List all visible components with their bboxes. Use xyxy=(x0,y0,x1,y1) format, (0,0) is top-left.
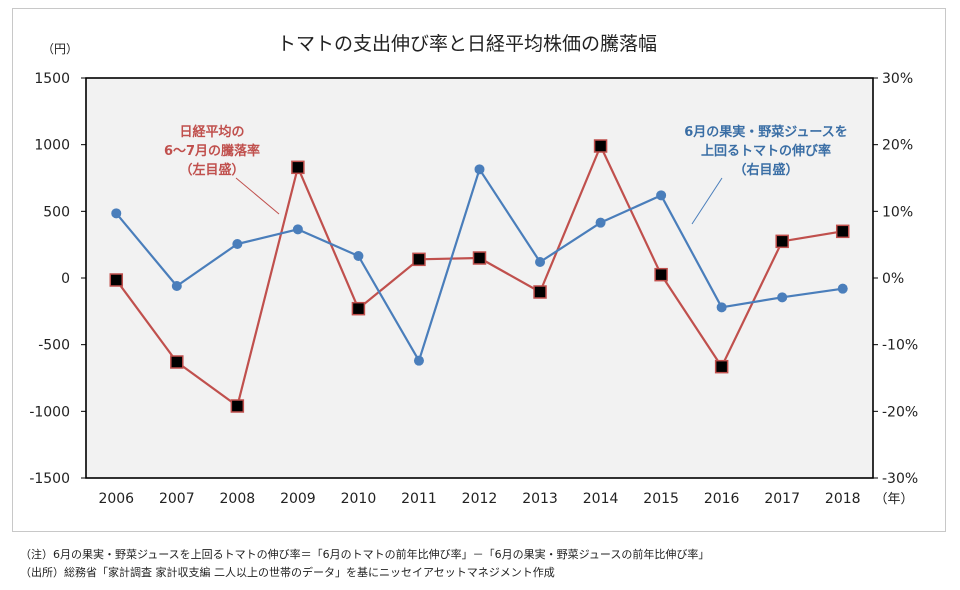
x-axis-tick-label: 2015 xyxy=(643,491,679,507)
x-axis-tick-label: 2018 xyxy=(825,491,861,507)
footnote-source: （出所）総務省「家計調査 家計収支編 二人以上の世帯のデータ」を基にニッセイアセ… xyxy=(20,566,555,579)
tomato-data-point xyxy=(171,281,182,291)
tomato-data-point xyxy=(474,164,485,175)
tomato-data-point xyxy=(837,283,848,294)
x-axis-tick-label: 2016 xyxy=(704,491,740,507)
right-axis-tick-label: -10% xyxy=(882,338,918,354)
tomato-data-point xyxy=(777,292,788,303)
x-axis-tick-label: 2009 xyxy=(280,491,316,507)
tomato-data-point xyxy=(111,208,122,219)
right-axis-tick-label: 30% xyxy=(882,71,913,87)
tomato-data-point xyxy=(292,224,303,235)
x-axis-tick-label: 2007 xyxy=(159,491,195,507)
line-chart: トマトの支出伸び率と日経平均株価の騰落幅 （円） 1500 1000 500 0 -50… xyxy=(29,33,918,507)
red-series-leader-line xyxy=(235,177,280,215)
red-series-label-line3: （左目盛） xyxy=(179,162,244,178)
x-axis-unit: （年） xyxy=(874,492,913,507)
blue-series-label-line2: 上回るトマトの伸び率 xyxy=(701,143,831,159)
left-axis-tick-label: -500 xyxy=(38,338,70,354)
nikkei-data-point xyxy=(170,355,184,369)
nikkei-data-point xyxy=(230,399,245,413)
right-axis-tick-label: 0% xyxy=(882,271,904,287)
plot-area xyxy=(85,77,874,479)
tomato-data-point xyxy=(413,355,424,366)
nikkei-data-point xyxy=(654,267,668,282)
tomato-data-point xyxy=(232,239,243,249)
x-axis-tick-label: 2014 xyxy=(583,491,619,507)
left-axis-tick-label: 1500 xyxy=(34,71,70,87)
blue-series-leader-line xyxy=(691,177,723,225)
nikkei-data-point xyxy=(714,359,729,374)
blue-series-label-line3: （右目盛） xyxy=(733,162,798,178)
nikkei-data-point xyxy=(835,224,850,239)
tomato-data-point xyxy=(535,257,546,267)
nikkei-data-point xyxy=(109,273,124,287)
left-axis-tick-label: 0 xyxy=(61,271,70,287)
x-axis-tick-label: 2017 xyxy=(764,491,800,507)
right-axis-tick-label: -30% xyxy=(882,471,918,487)
nikkei-data-point xyxy=(351,301,366,316)
tomato-data-point xyxy=(595,217,606,228)
x-axis-tick-label: 2006 xyxy=(98,491,134,507)
x-axis-tick-label: 2011 xyxy=(401,491,437,507)
left-axis-tick-label: -1500 xyxy=(29,471,70,487)
x-axis-tick-label: 2012 xyxy=(462,491,498,507)
left-axis-tick-label: 1000 xyxy=(34,138,70,154)
footnote-note: （注）6月の果実・野菜ジュースを上回るトマトの伸び率＝「6月のトマトの前年比伸び… xyxy=(20,548,710,561)
nikkei-data-point xyxy=(533,285,547,299)
right-axis-tick-label: -20% xyxy=(882,404,918,420)
x-axis-tick-label: 2008 xyxy=(220,491,256,507)
tomato-data-point xyxy=(353,251,364,261)
blue-series-label-line1: 6月の果実・野菜ジュースを xyxy=(684,124,848,140)
right-axis-tick-label: 20% xyxy=(882,138,913,154)
red-series-label-line2: 6～7月の騰落率 xyxy=(164,143,260,159)
nikkei-data-point xyxy=(775,234,789,249)
chart-title: トマトの支出伸び率と日経平均株価の騰落幅 xyxy=(277,33,657,55)
left-axis-tick-label: 500 xyxy=(43,204,70,220)
tomato-data-point xyxy=(656,190,667,201)
left-axis-unit: （円） xyxy=(42,42,78,56)
right-axis-tick-label: 10% xyxy=(882,204,913,220)
tomato-data-point xyxy=(716,302,727,313)
red-series-label-line1: 日経平均の xyxy=(179,124,244,140)
left-axis-tick-label: -1000 xyxy=(29,404,70,420)
nikkei-data-point xyxy=(593,139,608,153)
nikkei-data-point xyxy=(412,252,426,267)
x-axis-tick-label: 2013 xyxy=(522,491,558,507)
nikkei-data-point xyxy=(291,160,305,175)
x-axis-tick-label: 2010 xyxy=(341,491,377,507)
nikkei-data-point xyxy=(472,251,487,265)
